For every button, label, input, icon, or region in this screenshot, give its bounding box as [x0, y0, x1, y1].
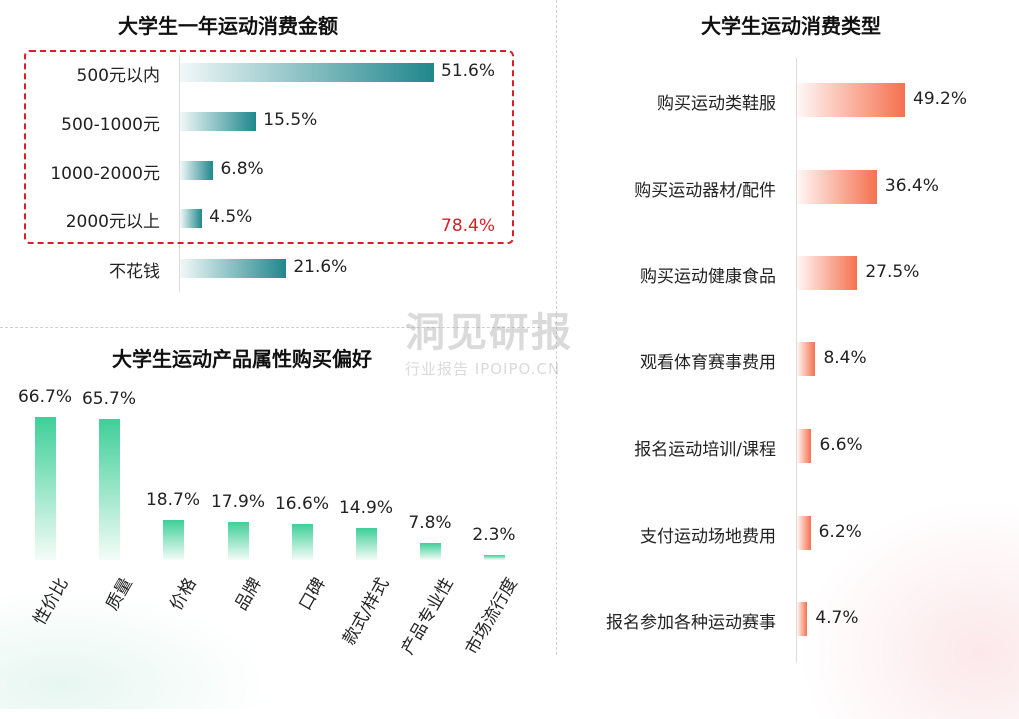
- chart3-category-label: 产品专业性: [397, 574, 458, 659]
- chart3-category-label: 口碑: [295, 574, 330, 614]
- chart2-value-label: 8.4%: [823, 348, 867, 368]
- chart1-value-label: 51.6%: [441, 61, 496, 81]
- chart2-value-label: 6.6%: [819, 435, 863, 455]
- chart3-value-label: 17.9%: [210, 491, 265, 512]
- chart2-category-label: 报名运动培训/课程: [634, 440, 776, 460]
- chart1-bar: [180, 209, 203, 228]
- watermark: 洞见研报 行业报告 IPOIPO.CN: [405, 310, 573, 378]
- panel-divider: [0, 327, 540, 328]
- chart1-value-label: 21.6%: [293, 257, 348, 277]
- chart3-bar: [99, 419, 120, 560]
- chart2-value-label: 27.5%: [865, 262, 920, 282]
- chart2-bar: [797, 83, 905, 117]
- chart3-value-label: 18.7%: [145, 489, 200, 510]
- chart2-value-label: 4.7%: [815, 608, 859, 628]
- chart3-bar: [35, 417, 56, 560]
- chart2-axis: [796, 58, 797, 663]
- chart3-value-label: 16.6%: [274, 494, 329, 515]
- chart2-value-label: 36.4%: [884, 176, 939, 196]
- chart1-bar: [180, 112, 257, 131]
- chart3-value-label: 7.8%: [408, 513, 452, 534]
- chart2-category-label: 报名参加各种运动赛事: [606, 613, 776, 633]
- chart2-value-label: 49.2%: [913, 89, 968, 109]
- chart3-bar: [484, 555, 505, 560]
- chart2-category-label: 购买运动类鞋服: [657, 94, 776, 114]
- chart3-category-label: 市场流行度: [461, 574, 522, 659]
- chart1-category-label: 2000元以上: [65, 212, 160, 232]
- chart3-bar: [228, 521, 249, 560]
- chart1-category-label: 500元以内: [76, 66, 160, 86]
- chart2-bar: [797, 170, 877, 204]
- chart3-bar: [163, 519, 184, 560]
- chart1-value-label: 15.5%: [263, 110, 318, 130]
- chart3-value-label: 65.7%: [81, 389, 136, 410]
- chart3-value-label: 66.7%: [17, 387, 72, 407]
- chart1-highlight-box: [24, 50, 514, 244]
- chart1-bar: [180, 161, 214, 180]
- chart3-title: 大学生运动产品属性购买偏好: [112, 347, 372, 371]
- chart1-value-label: 4.5%: [209, 207, 253, 227]
- chart2-bar: [797, 342, 816, 376]
- chart1-bar: [180, 63, 434, 82]
- chart2-bar: [797, 256, 858, 290]
- chart3-value-label: 14.9%: [338, 498, 393, 519]
- chart2-title: 大学生运动消费类型: [701, 14, 881, 38]
- chart1-category-label: 1000-2000元: [50, 164, 160, 184]
- chart2-category-label: 观看体育赛事费用: [640, 353, 776, 373]
- chart1-bar: [180, 259, 287, 278]
- chart3-bar: [292, 524, 313, 560]
- chart2-category-label: 购买运动健康食品: [640, 267, 776, 287]
- chart1-value-label: 6.8%: [220, 159, 264, 179]
- chart2-category-label: 支付运动场地费用: [640, 527, 776, 547]
- chart2-bar: [797, 516, 811, 550]
- chart1-category-label: 500-1000元: [61, 115, 160, 135]
- chart1-axis: [179, 55, 180, 292]
- chart3-bar: [356, 528, 377, 560]
- chart3-bar: [420, 543, 441, 560]
- chart1-title: 大学生一年运动消费金额: [118, 14, 338, 38]
- chart3-category-label: 款式/样式: [339, 574, 394, 649]
- chart2-value-label: 6.2%: [818, 522, 862, 542]
- panel-divider: [556, 0, 557, 655]
- chart3-value-label: 2.3%: [472, 525, 516, 546]
- chart1-category-label: 不花钱: [109, 262, 160, 282]
- chart2-bar: [797, 602, 808, 636]
- chart2-category-label: 购买运动器材/配件: [634, 181, 776, 201]
- chart2-bar: [797, 429, 812, 463]
- chart1-highlight-total: 78.4%: [441, 216, 496, 236]
